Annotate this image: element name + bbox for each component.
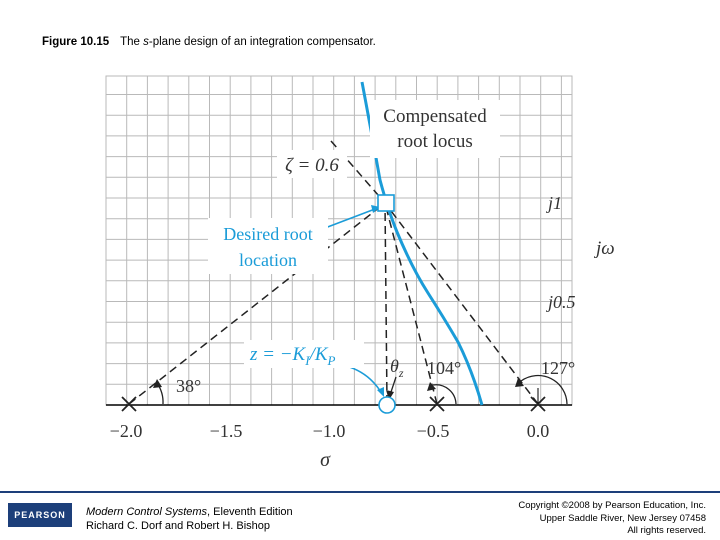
theta-symbol: θ (390, 356, 399, 376)
zero-eq-label-bg (244, 340, 364, 368)
figure-caption: Figure 10.15 The s-plane design of an in… (42, 36, 376, 48)
theta-subscript: z (398, 366, 404, 380)
pole-at-origin (530, 396, 546, 412)
dashed-line-from-origin (384, 202, 539, 405)
copyright-line2: Upper Saddle River, New Jersey 07458 (539, 512, 706, 524)
desired-root-label-line1: Desired root (223, 224, 312, 244)
x-tick-labels: −2.0 −1.5 −1.0 −0.5 0.0 (110, 421, 550, 441)
diagram-labels: Compensated root locus ζ = 0.6 Desired r… (176, 106, 615, 471)
poles (121, 396, 546, 412)
x-tick-label: 0.0 (527, 421, 550, 441)
book-info: Modern Control Systems, Eleventh Edition… (86, 505, 293, 533)
compensated-label-line2: root locus (397, 131, 472, 152)
pole-at-minus2 (121, 396, 137, 412)
angle-127-label: 127° (541, 358, 575, 378)
arrowhead-38 (153, 379, 162, 388)
arc-104 (432, 384, 457, 405)
jomega-label: jω (593, 238, 615, 259)
book-title-line: Modern Control Systems, Eleventh Edition (86, 505, 293, 519)
zero-eq-sub2: P (327, 353, 336, 368)
figure-number: Figure 10.15 (42, 36, 110, 48)
publisher-logo: PEARSON (8, 503, 72, 527)
label-backgrounds (208, 100, 500, 368)
caption-text-after: -plane design of an integration compensa… (148, 36, 376, 48)
copyright-notice: Copyright ©2008 by Pearson Education, In… (518, 500, 706, 538)
zero-marker (378, 396, 396, 414)
s-plane-diagram: Compensated root locus ζ = 0.6 Desired r… (105, 75, 615, 471)
arc-arrowheads (153, 378, 524, 400)
desired-location-pointer-line (324, 208, 376, 229)
dashed-line-from-minus2 (128, 202, 386, 405)
angle-38-label: 38° (176, 376, 201, 396)
zero-arrowhead (377, 387, 384, 397)
zero-equation-label: z = −KI/KP (249, 344, 336, 368)
book-authors: Richard C. Dorf and Robert H. Bishop (86, 520, 271, 532)
desired-root-marker (377, 194, 395, 212)
dashed-line-from-minus0.6 (384, 202, 438, 405)
arrowhead-theta (386, 390, 394, 400)
desired-label-bg (208, 218, 328, 274)
theta-z-label: θz (390, 356, 404, 380)
zeta-label: ζ = 0.6 (285, 155, 339, 176)
zeta-label-bg (277, 150, 347, 178)
compensated-label-line1: Compensated (383, 106, 487, 127)
x-tick-label: −1.5 (210, 421, 243, 441)
copyright-line1: Copyright ©2008 by Pearson Education, In… (518, 500, 706, 511)
zero-eq-slash: /K (309, 344, 329, 365)
sigma-axis-label: σ (320, 449, 331, 471)
caption-text-italic: s (143, 36, 149, 48)
dashed-line-from-zero (384, 202, 388, 404)
caption-text-before: The (120, 36, 144, 48)
x-tick-label: −0.5 (417, 421, 450, 441)
zero-eq-sub1: I (304, 353, 310, 368)
angle-104-label: 104° (427, 358, 461, 378)
book-title: Modern Control Systems (86, 506, 208, 518)
x-tick-label: −1.0 (313, 421, 346, 441)
desired-root-label-line2: location (239, 250, 297, 270)
arrowhead-104 (427, 382, 436, 391)
book-edition: , Eleventh Edition (207, 506, 293, 518)
compensated-label-bg (370, 100, 500, 158)
compensated-root-locus-curve (360, 81, 484, 406)
j1-label: j1 (546, 193, 562, 213)
copyright-line3: All rights reserved. (627, 525, 706, 536)
j0.5-label: j0.5 (546, 292, 576, 312)
arc-127 (520, 374, 568, 405)
arrowhead-127 (515, 378, 524, 387)
footer-divider (0, 491, 720, 493)
zero-eq-main: z = −K (249, 344, 307, 365)
pole-at-minus0.5 (429, 396, 445, 412)
x-tick-label: −2.0 (110, 421, 143, 441)
